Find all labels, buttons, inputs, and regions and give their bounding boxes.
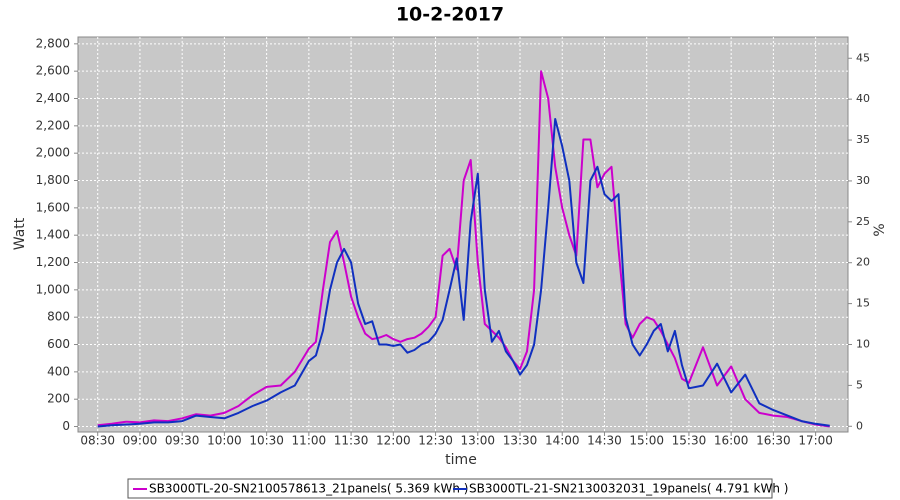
y-tick-label: 600 — [47, 337, 70, 351]
x-tick-label: 10:00 — [207, 434, 242, 448]
y2-tick-label: 25 — [856, 215, 870, 228]
y-tick-label: 1,400 — [36, 228, 70, 242]
y-tick-label: 2,000 — [36, 146, 70, 160]
y-tick-label: 0 — [62, 419, 70, 433]
y2-tick-label: 5 — [856, 378, 863, 391]
y-axis-label: Watt — [12, 217, 28, 250]
series-line — [97, 70, 830, 428]
x-tick-label: 16:30 — [756, 434, 791, 448]
x-tick-label: 16:00 — [714, 434, 749, 448]
y2-tick-label: 15 — [856, 297, 870, 310]
x-tick-label: 17:00 — [798, 434, 833, 448]
x-tick-label: 10:30 — [249, 434, 284, 448]
x-tick-label: 14:00 — [545, 434, 580, 448]
y-tick-label: 400 — [47, 364, 70, 378]
y-tick-label: 200 — [47, 392, 70, 406]
x-tick-label: 15:00 — [629, 434, 664, 448]
y2-tick-label: 0 — [856, 419, 863, 432]
x-tick-label: 13:30 — [503, 434, 538, 448]
y2-tick-label: 45 — [856, 51, 870, 64]
x-tick-label: 11:30 — [334, 434, 369, 448]
y-tick-label: 1,000 — [36, 282, 70, 296]
legend — [127, 478, 773, 499]
chart-title: 10-2-2017 — [396, 4, 504, 26]
y2-tick-label: 35 — [856, 133, 870, 146]
y2-tick-label: 40 — [856, 92, 870, 105]
y2-tick-label: 20 — [856, 256, 870, 269]
x-tick-label: 14:30 — [587, 434, 622, 448]
y-tick-label: 2,600 — [36, 64, 70, 78]
legend-label: SB3000TL-20-SN2100578613_21panels( 5.369… — [149, 482, 468, 496]
x-axis-label: time — [445, 452, 477, 468]
y2-tick-label: 30 — [856, 174, 870, 187]
x-tick-label: 15:30 — [672, 434, 707, 448]
x-tick-label: 09:30 — [165, 434, 200, 448]
y-tick-label: 1,200 — [36, 255, 70, 269]
y-tick-label: 2,200 — [36, 118, 70, 132]
x-tick-label: 12:00 — [376, 434, 411, 448]
legend-label: SB3000TL-21-SN2130032031_19panels( 4.791… — [469, 482, 788, 496]
y-tick-label: 2,400 — [36, 91, 70, 105]
x-tick-label: 12:30 — [418, 434, 453, 448]
x-tick-label: 11:00 — [292, 434, 327, 448]
plot-area — [77, 36, 849, 433]
series-line — [97, 118, 830, 428]
x-tick-label: 08:30 — [80, 434, 115, 448]
y-tick-label: 2,800 — [36, 36, 70, 50]
y2-tick-label: 10 — [856, 337, 870, 350]
y2-axis-label: % — [872, 223, 888, 236]
y-tick-label: 1,800 — [36, 173, 70, 187]
y-tick-label: 1,600 — [36, 200, 70, 214]
x-tick-label: 09:00 — [123, 434, 158, 448]
x-tick-label: 13:00 — [460, 434, 495, 448]
y-tick-label: 800 — [47, 310, 70, 324]
